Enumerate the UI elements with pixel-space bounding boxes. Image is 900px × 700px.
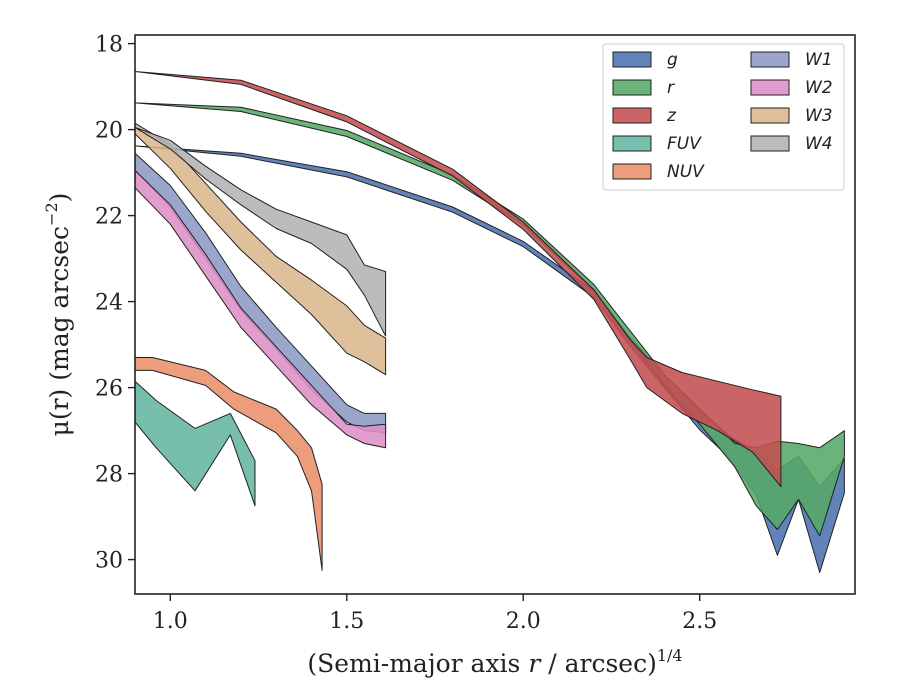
x-axis-label-prefix: (Semi-major axis [307, 649, 528, 678]
legend-swatch-g [612, 51, 652, 68]
y-tick-label: 30 [95, 549, 123, 574]
legend-swatch-w3 [750, 107, 790, 124]
legend-label-w4: W4 [805, 134, 833, 154]
legend-label-g: g [667, 50, 678, 70]
x-tick-label: 1.5 [329, 609, 364, 634]
plot-frame [134, 34, 856, 595]
x-axis-label-suffix: / arcsec) [540, 649, 657, 678]
legend-label-z: z [666, 106, 677, 126]
band-w2 [134, 169, 387, 449]
y-axis-label-exponent: −2 [42, 202, 61, 226]
band-z [134, 71, 782, 487]
legend-label-w2: W2 [805, 78, 833, 98]
legend: grz FUV NUV W1 W2 W3 W4 [602, 43, 845, 191]
x-axis: 1.0 1.5 2.0 2.5 [153, 594, 717, 634]
legend-label-nuv: NUV [667, 162, 705, 182]
y-tick-label: 18 [95, 33, 123, 58]
legend-swatch-fuv [612, 135, 652, 152]
legend-swatch-w1 [750, 51, 790, 68]
y-axis-label-main: μ(r) (mag arcsec [45, 226, 74, 436]
legend-label-r: r [667, 78, 675, 98]
band-w3 [134, 122, 387, 376]
band-nuv [134, 357, 323, 571]
band-fuv [134, 380, 256, 507]
y-tick-label: 28 [95, 463, 123, 488]
y-tick-label: 26 [95, 377, 123, 402]
legend-swatch-nuv [612, 163, 652, 180]
legend-swatch-r [612, 79, 652, 96]
y-axis-label: μ(r) (mag arcsec−2) [42, 193, 74, 437]
y-axis-label-close: ) [45, 193, 74, 203]
y-tick-label: 22 [95, 205, 123, 230]
legend-label-w1: W1 [805, 50, 833, 70]
y-tick-label: 24 [95, 291, 123, 316]
x-tick-label: 1.0 [153, 609, 188, 634]
x-tick-label: 2.0 [506, 609, 541, 634]
legend-label-w3: W3 [805, 106, 833, 126]
profile-bands [134, 71, 845, 573]
x-axis-label-exponent: 1/4 [657, 646, 683, 665]
legend-swatch-w4 [750, 135, 790, 152]
legend-label-fuv: FUV [667, 134, 702, 154]
x-axis-label-variable: r [528, 649, 542, 678]
band-w4 [134, 126, 387, 337]
band-w1 [134, 152, 387, 434]
x-axis-label: (Semi-major axis r / arcsec)1/4 [307, 646, 682, 678]
y-tick-label: 20 [95, 119, 123, 144]
x-tick-label: 2.5 [682, 609, 717, 634]
legend-swatch-z [612, 107, 652, 124]
band-g [134, 145, 845, 573]
legend-swatch-w2 [750, 79, 790, 96]
y-axis: 18 20 22 24 26 28 30 [95, 33, 135, 574]
